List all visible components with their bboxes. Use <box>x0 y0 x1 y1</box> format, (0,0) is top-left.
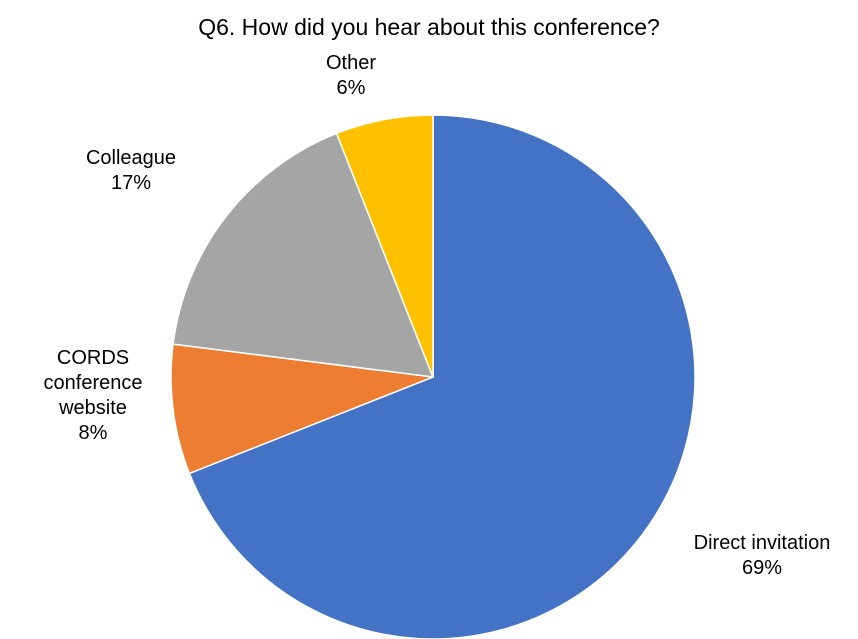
slice-value-label: 8% <box>78 422 108 444</box>
slice-label-text: Colleague <box>85 147 177 169</box>
slice-label-text: Other <box>325 52 377 74</box>
slice-value-label: 69% <box>741 557 783 579</box>
slice-label-text: website <box>59 397 127 419</box>
pie-slice-other <box>335 114 434 378</box>
slice-value-label: 17% <box>110 172 152 194</box>
slice-label-text: CORDS <box>56 347 130 369</box>
slice-label-text: Direct invitation <box>693 532 831 554</box>
pie-slice-cords-conference-website <box>170 343 434 475</box>
chart-title: Q6. How did you hear about this conferen… <box>198 14 660 40</box>
slice-label-colleague: Colleague 17% <box>86 146 176 196</box>
pie-slice-direct-invitation <box>188 114 696 639</box>
slice-label-direct-invitation: Direct invitation 69% <box>694 531 831 581</box>
slice-label-other: Other 6% <box>326 51 376 101</box>
pie-slice-colleague <box>172 132 435 378</box>
slice-value-label: 6% <box>336 77 366 99</box>
slice-label-text: conference <box>43 372 143 394</box>
slice-label-cords-conference-website: CORDS conference website 8% <box>44 346 143 446</box>
